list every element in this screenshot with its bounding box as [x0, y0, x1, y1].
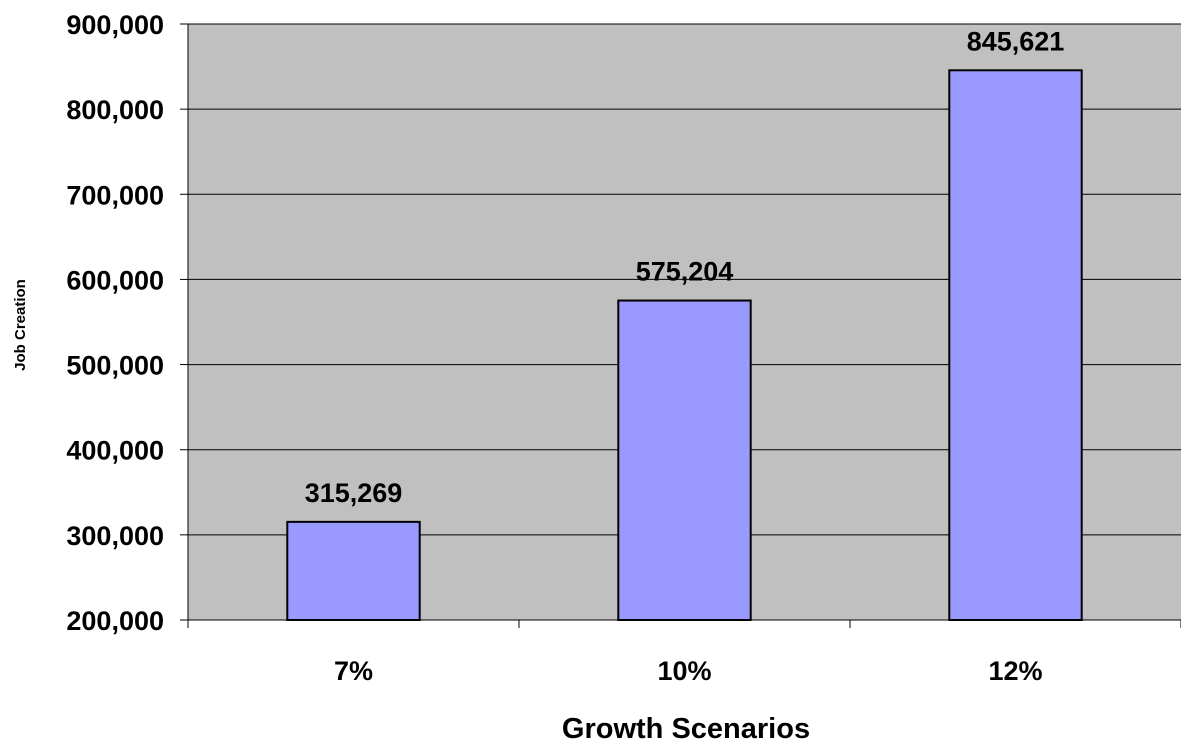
y-tick-label: 900,000 — [66, 10, 164, 40]
y-tick-label: 600,000 — [66, 265, 164, 295]
data-label: 315,269 — [305, 478, 403, 508]
bar — [948, 69, 1083, 622]
y-tick-label: 300,000 — [66, 521, 164, 551]
x-axis-title: Growth Scenarios — [562, 713, 810, 740]
y-tick-label: 500,000 — [66, 351, 164, 381]
x-tick-label: 10% — [657, 656, 711, 686]
data-label: 845,621 — [967, 26, 1065, 56]
y-axis-title: Job Creation — [12, 279, 29, 371]
y-tick-label: 400,000 — [66, 436, 164, 466]
y-tick-label: 700,000 — [66, 180, 164, 210]
y-tick-label: 200,000 — [66, 606, 164, 636]
y-tick-label: 800,000 — [66, 95, 164, 125]
x-tick-label: 12% — [988, 656, 1042, 686]
x-tick-label: 7% — [334, 656, 373, 686]
bar — [286, 520, 421, 622]
bar — [617, 299, 752, 621]
data-label: 575,204 — [636, 257, 734, 287]
